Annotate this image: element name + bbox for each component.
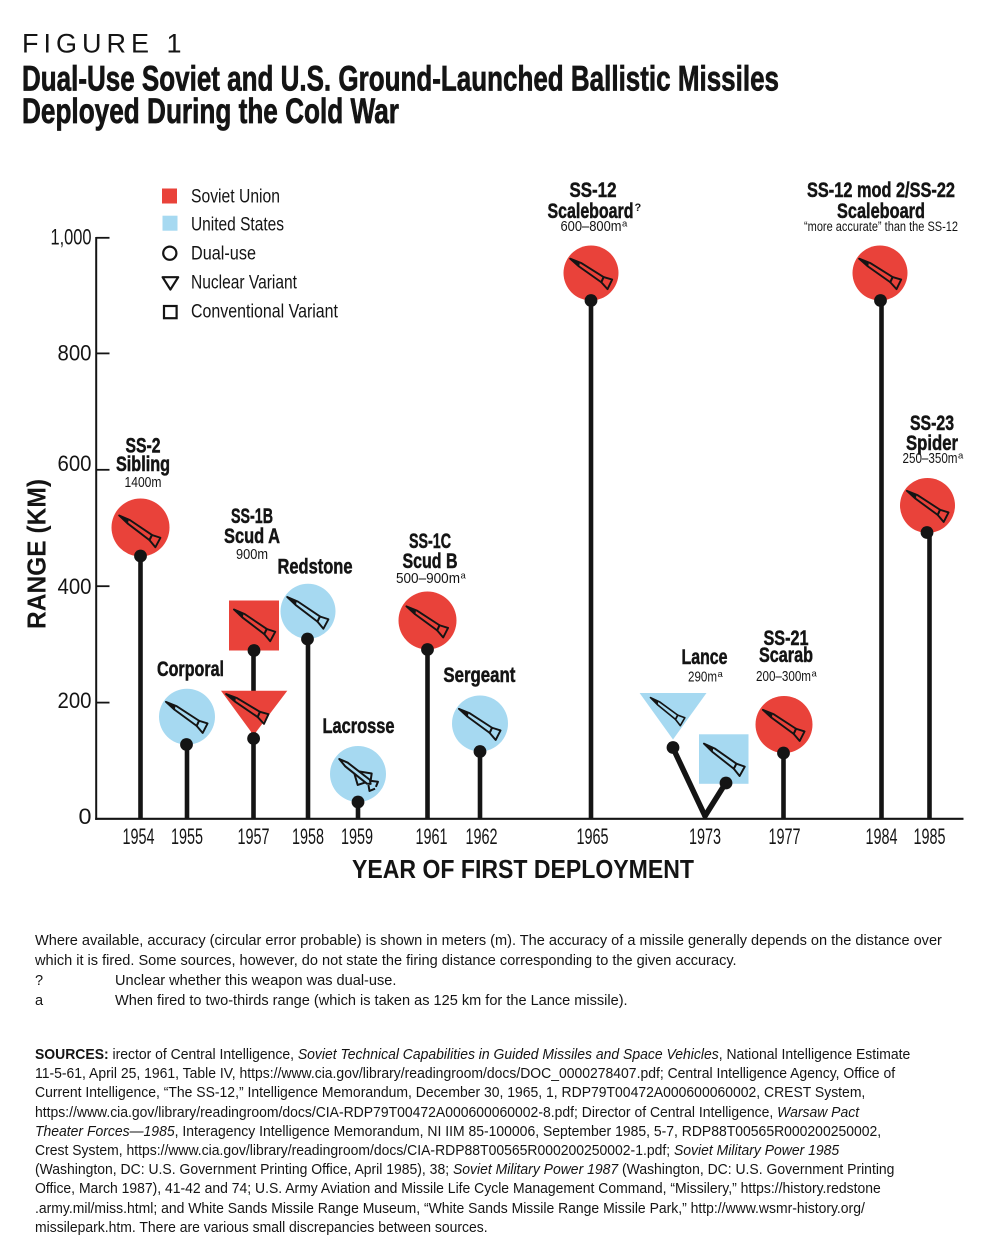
svg-text:900m: 900m xyxy=(236,547,268,563)
svg-text:290m: 290m xyxy=(688,670,717,686)
svg-text:Dual-use: Dual-use xyxy=(191,244,256,265)
svg-text:SS-1C: SS-1C xyxy=(409,530,451,553)
svg-text:200: 200 xyxy=(58,688,92,713)
svg-text:1,000: 1,000 xyxy=(51,224,92,249)
svg-text:1973: 1973 xyxy=(689,824,721,849)
svg-text:Scud B: Scud B xyxy=(403,550,458,573)
svg-text:1965: 1965 xyxy=(577,824,609,849)
svg-text:Soviet Union: Soviet Union xyxy=(191,187,280,208)
svg-text:a: a xyxy=(718,669,724,680)
svg-text:800: 800 xyxy=(58,341,92,366)
svg-text:600–800m: 600–800m xyxy=(561,219,622,235)
svg-text:1958: 1958 xyxy=(292,824,324,849)
svg-text:Sergeant: Sergeant xyxy=(443,664,515,687)
svg-text:Deployed During the Cold War: Deployed During the Cold War xyxy=(22,92,399,131)
svg-text:Sibling: Sibling xyxy=(116,453,170,476)
svg-text:1961: 1961 xyxy=(416,824,448,849)
svg-text:United States: United States xyxy=(191,215,284,236)
svg-text:Scaleboard: Scaleboard xyxy=(548,200,634,223)
svg-text:Conventional Variant: Conventional Variant xyxy=(191,302,339,323)
svg-text:1985: 1985 xyxy=(914,824,946,849)
svg-text:a: a xyxy=(461,571,467,582)
svg-text:Lance: Lance xyxy=(682,646,728,669)
svg-text:SS-2: SS-2 xyxy=(126,435,161,458)
svg-text:SS-12 mod 2/SS-22: SS-12 mod 2/SS-22 xyxy=(807,179,955,202)
svg-text:1954: 1954 xyxy=(123,824,155,849)
svg-text:1957: 1957 xyxy=(238,824,270,849)
svg-text:1984: 1984 xyxy=(866,824,898,849)
svg-text:a: a xyxy=(622,219,628,230)
svg-text:1955: 1955 xyxy=(171,824,203,849)
svg-text:Scarab: Scarab xyxy=(759,644,813,667)
svg-text:0: 0 xyxy=(79,804,92,829)
svg-text:Lacrosse: Lacrosse xyxy=(323,715,395,738)
svg-text:600: 600 xyxy=(58,451,92,476)
svg-text:a: a xyxy=(958,451,964,462)
svg-text:Spider: Spider xyxy=(906,432,958,455)
svg-text:500–900m: 500–900m xyxy=(396,571,460,587)
svg-text:200–300m: 200–300m xyxy=(756,669,811,685)
svg-text:400: 400 xyxy=(58,574,92,599)
svg-text:RANGE (KM): RANGE (KM) xyxy=(22,479,52,629)
svg-text:YEAR OF FIRST DEPLOYMENT: YEAR OF FIRST DEPLOYMENT xyxy=(352,854,694,884)
svg-text:1962: 1962 xyxy=(466,824,498,849)
svg-text:1977: 1977 xyxy=(769,824,801,849)
svg-text:Dual-Use Soviet and U.S. Groun: Dual-Use Soviet and U.S. Ground-Launched… xyxy=(22,60,779,99)
svg-text:a: a xyxy=(812,669,818,680)
svg-text:1959: 1959 xyxy=(341,824,373,849)
svg-text:Nuclear Variant: Nuclear Variant xyxy=(191,273,298,294)
svg-text:Scaleboard: Scaleboard xyxy=(837,200,925,223)
svg-text:SS-12: SS-12 xyxy=(570,179,617,202)
svg-text:Redstone: Redstone xyxy=(278,556,353,579)
svg-text:SS-21: SS-21 xyxy=(764,627,809,650)
svg-text:Corporal: Corporal xyxy=(157,658,224,681)
svg-text:?: ? xyxy=(635,202,642,214)
svg-text:250–350m: 250–350m xyxy=(903,451,958,467)
svg-text:1400m: 1400m xyxy=(125,475,162,491)
svg-text:“more accurate” than the SS-12: “more accurate” than the SS-12 xyxy=(804,219,958,234)
svg-text:FIGURE 1: FIGURE 1 xyxy=(22,29,187,59)
svg-text:SS-1B: SS-1B xyxy=(231,505,273,528)
svg-text:Scud A: Scud A xyxy=(224,525,280,548)
svg-text:SS-23: SS-23 xyxy=(910,412,954,435)
